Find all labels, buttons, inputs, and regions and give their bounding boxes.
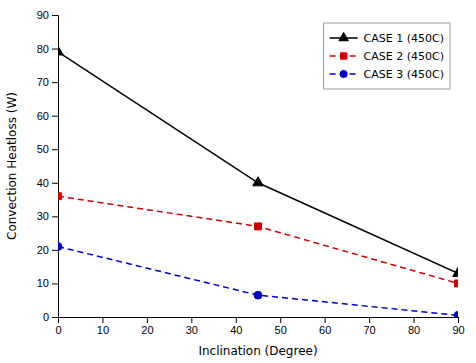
tick-label: 50: [37, 143, 49, 155]
tick-mark: [52, 216, 58, 217]
point: [454, 311, 458, 317]
tick-mark: [325, 317, 326, 323]
tick: 10: [97, 317, 109, 336]
tick-label: 0: [43, 311, 49, 323]
tick: 30: [37, 210, 58, 222]
legend-symbol: [340, 53, 346, 59]
tick-mark: [52, 82, 58, 83]
tick-label: 40: [230, 324, 242, 336]
tick: 20: [37, 244, 58, 256]
tick-label: 60: [319, 324, 331, 336]
tick-mark: [52, 183, 58, 184]
legend: CASE 1 (450C) CASE 2 (450C) CASE 3 (450C): [324, 23, 450, 89]
tick-mark: [191, 317, 192, 323]
tick: 80: [408, 317, 420, 336]
tick: 60: [319, 317, 331, 336]
tick: 40: [230, 317, 242, 336]
point: [453, 267, 458, 276]
tick-mark: [52, 250, 58, 251]
tick-label: 50: [275, 324, 287, 336]
tick-mark: [369, 317, 370, 323]
legend-item: CASE 3 (450C): [330, 68, 444, 81]
tick-label: 70: [363, 324, 375, 336]
tick-mark: [458, 317, 459, 323]
legend-symbol: [339, 32, 349, 40]
tick-mark: [52, 49, 58, 50]
tick-label: 30: [37, 210, 49, 222]
tick-mark: [236, 317, 237, 323]
tick-mark: [52, 283, 58, 284]
point: [255, 223, 262, 230]
tick: 20: [141, 317, 153, 336]
tick-label: 0: [55, 324, 61, 336]
tick-label: 80: [37, 43, 49, 55]
tick: 90: [37, 9, 58, 21]
tick-mark: [52, 116, 58, 117]
tick: 10: [37, 277, 58, 289]
tick-label: 10: [37, 277, 49, 289]
tick: 30: [186, 317, 198, 336]
tick-label: 20: [37, 244, 49, 256]
y-axis-title: Convection Heatloss (W): [5, 92, 19, 240]
tick: 70: [363, 317, 375, 336]
point: [58, 46, 63, 55]
point: [455, 280, 458, 287]
legend-label: CASE 2 (450C): [364, 50, 444, 63]
tick: 0: [43, 311, 58, 323]
legend-symbol: [340, 70, 347, 77]
tick-label: 60: [37, 110, 49, 122]
tick-label: 30: [186, 324, 198, 336]
point: [58, 243, 62, 251]
tick-mark: [414, 317, 415, 323]
series-line: [58, 247, 458, 316]
tick-mark: [52, 317, 58, 318]
point: [253, 177, 264, 186]
legend-label: CASE 3 (450C): [364, 68, 444, 81]
tick-label: 20: [141, 324, 153, 336]
tick: 80: [37, 43, 58, 55]
point: [58, 193, 61, 200]
tick: 0: [55, 317, 61, 336]
axis-domain: [52, 16, 59, 318]
tick: 60: [37, 110, 58, 122]
tick-label: 90: [452, 324, 464, 336]
tick: 90: [452, 317, 464, 336]
chart: 0 10 20 30 40 50 60 70 80 90 0 10 20 30 40 50 60 70 80 90 In…: [0, 0, 476, 363]
legend-item: CASE 2 (450C): [330, 50, 444, 63]
series-line: [58, 196, 458, 283]
tick-label: 10: [97, 324, 109, 336]
tick-mark: [102, 317, 103, 323]
x-axis: 0 10 20 30 40 50 60 70 80 90: [55, 317, 464, 336]
tick-label: 70: [37, 76, 49, 88]
tick-mark: [52, 15, 58, 16]
tick: 50: [275, 317, 287, 336]
point: [254, 291, 262, 299]
plot: 0 10 20 30 40 50 60 70 80 90 0 10 20 30 40 50 60 70 80 90 In…: [5, 9, 465, 358]
tick-mark: [280, 317, 281, 323]
axis-domain: [59, 318, 459, 324]
tick-label: 90: [37, 9, 49, 21]
tick-label: 80: [408, 324, 420, 336]
tick-mark: [147, 317, 148, 323]
tick-label: 40: [37, 177, 49, 189]
legend-frame: [324, 23, 450, 89]
y-axis: 0 10 20 30 40 50 60 70 80 90: [37, 9, 59, 323]
tick: 50: [37, 143, 58, 155]
tick-mark: [52, 149, 58, 150]
legend-label: CASE 1 (450C): [364, 32, 444, 45]
x-axis-title: Inclination (Degree): [198, 344, 317, 358]
legend-item: CASE 1 (450C): [330, 32, 444, 45]
tick: 70: [37, 76, 58, 88]
tick: 40: [37, 177, 58, 189]
